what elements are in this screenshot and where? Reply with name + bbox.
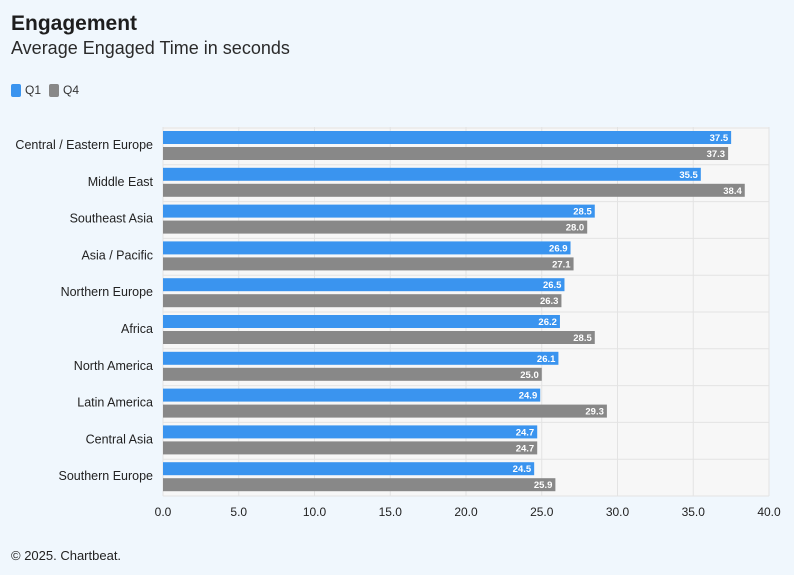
x-tick-label: 20.0: [454, 505, 478, 519]
category-label: Africa: [121, 322, 153, 336]
bar-q1: [163, 167, 701, 181]
data-label: 37.3: [707, 149, 726, 160]
data-label: 29.3: [585, 407, 604, 418]
x-tick-label: 30.0: [606, 505, 630, 519]
bar-q4: [163, 147, 729, 160]
bar-q4: [163, 441, 538, 455]
x-tick-label: 10.0: [303, 505, 327, 519]
x-tick-label: 40.0: [757, 505, 781, 519]
data-label: 26.1: [537, 354, 556, 365]
legend-label-q4: Q4: [63, 83, 80, 97]
bar-q4: [163, 220, 588, 234]
bar-q1: [163, 351, 559, 365]
bar-q4: [163, 183, 745, 197]
x-tick-label: 0.0: [155, 505, 172, 519]
category-label: Southeast Asia: [70, 212, 153, 226]
data-label: 27.1: [552, 259, 571, 270]
bar-q4: [163, 367, 542, 381]
data-label: 26.2: [538, 317, 557, 328]
data-label: 25.0: [520, 370, 539, 381]
data-label: 24.7: [516, 443, 535, 454]
data-label: 35.5: [679, 170, 698, 181]
data-label: 24.9: [519, 391, 538, 402]
data-label: 37.5: [710, 133, 729, 144]
legend-swatch-q4: [49, 83, 60, 97]
category-label: Latin America: [77, 396, 153, 410]
x-tick-label: 35.0: [682, 505, 706, 519]
legend-item-q1[interactable]: Q1: [11, 83, 41, 97]
bar-q1: [163, 241, 571, 255]
x-tick-label: 25.0: [530, 505, 554, 519]
bar-q1: [163, 278, 565, 292]
data-label: 26.5: [543, 280, 562, 291]
legend-item-q4[interactable]: Q4: [49, 83, 79, 97]
category-label: Central Asia: [86, 432, 153, 446]
bar-q4: [163, 478, 556, 492]
data-label: 38.4: [723, 186, 742, 197]
legend: Q1 Q4: [11, 83, 87, 97]
bar-q4: [163, 257, 574, 271]
bar-q1: [163, 425, 538, 439]
category-label: Northern Europe: [61, 285, 153, 299]
x-tick-label: 15.0: [379, 505, 403, 519]
data-label: 28.5: [573, 333, 592, 344]
bar-q1: [163, 131, 732, 144]
category-label: Central / Eastern Europe: [15, 138, 153, 152]
legend-label-q1: Q1: [25, 83, 42, 97]
bar-q1: [163, 315, 560, 328]
bar-q4: [163, 294, 562, 308]
bar-q1: [163, 388, 541, 402]
category-label: Southern Europe: [58, 469, 153, 483]
chart-subtitle: Average Engaged Time in seconds: [11, 38, 290, 58]
data-label: 26.9: [549, 243, 568, 254]
category-label: Middle East: [88, 175, 154, 189]
data-label: 28.5: [573, 207, 592, 218]
data-label: 28.0: [566, 223, 585, 234]
bar-q1: [163, 204, 595, 218]
category-label: North America: [74, 359, 153, 373]
data-label: 25.9: [534, 480, 553, 491]
bar-q4: [163, 331, 595, 344]
legend-swatch-q1: [11, 83, 21, 97]
data-label: 24.5: [513, 464, 532, 475]
category-label: Asia / Pacific: [81, 248, 153, 262]
bar-q1: [163, 462, 535, 476]
chart-title: Engagement: [11, 12, 138, 35]
x-tick-label: 5.0: [230, 505, 247, 519]
data-label: 26.3: [540, 296, 559, 307]
data-label: 24.7: [516, 427, 535, 438]
footer-credit: © 2025. Chartbeat.: [11, 548, 122, 563]
bar-q4: [163, 404, 607, 418]
